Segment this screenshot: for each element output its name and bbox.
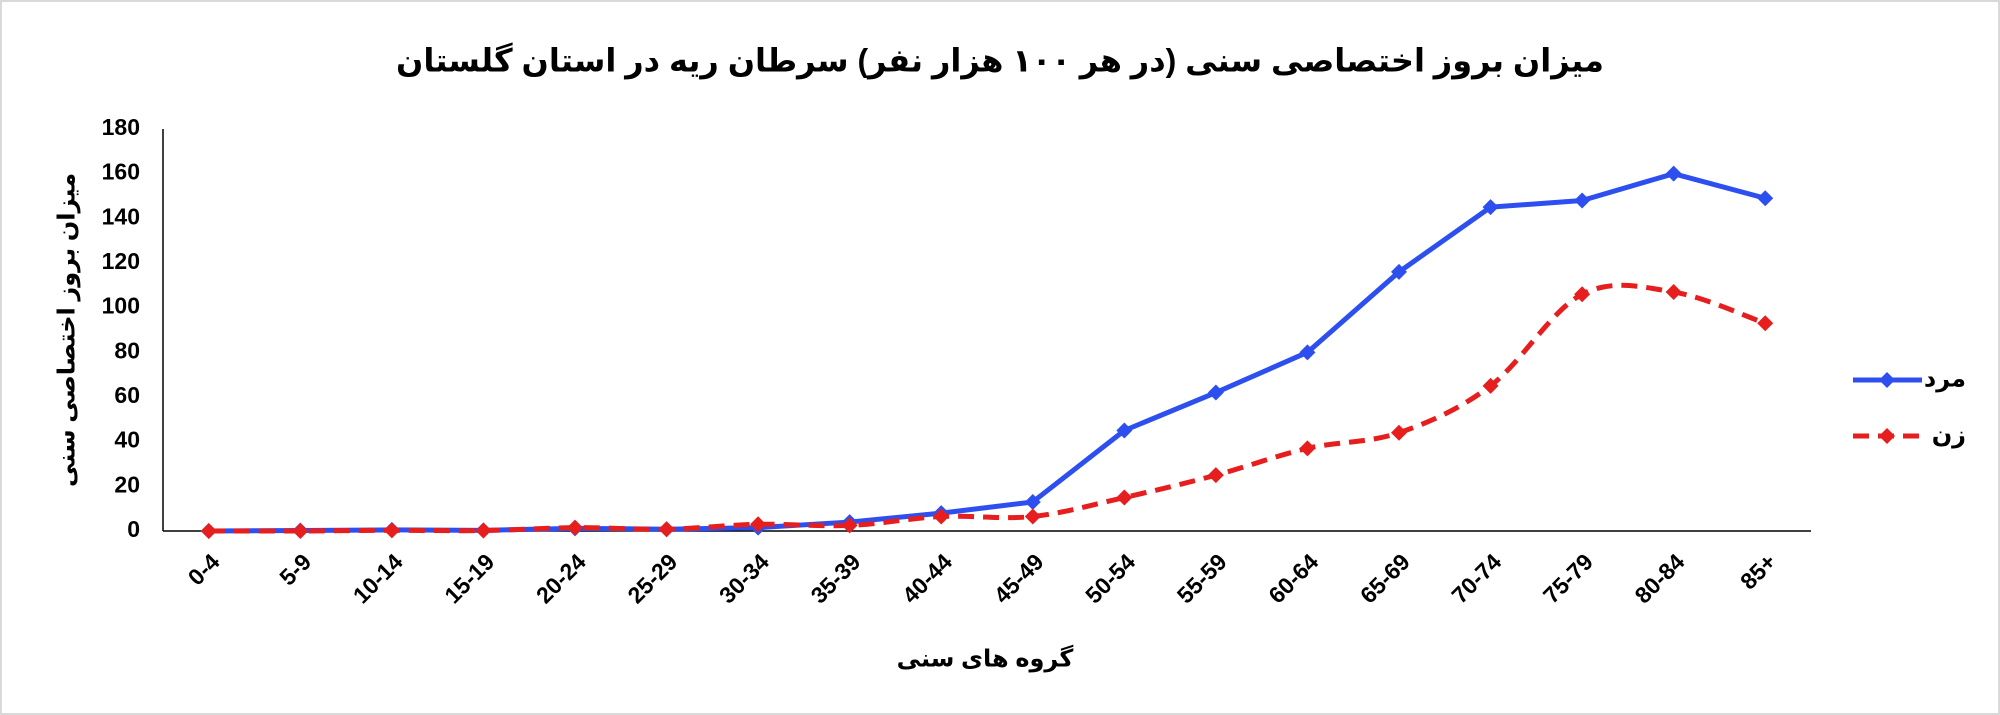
data-marker [292, 523, 309, 539]
y-tick-label: 40 [114, 427, 140, 453]
data-marker [200, 523, 217, 539]
y-tick-label: 180 [102, 114, 140, 140]
data-marker [1116, 422, 1133, 439]
y-tick-label: 160 [102, 159, 140, 185]
data-marker [567, 519, 583, 536]
data-marker [658, 521, 675, 538]
data-marker [1024, 493, 1041, 510]
data-marker [383, 522, 400, 539]
legend-marker [1879, 428, 1895, 444]
y-tick-label: 60 [114, 382, 140, 408]
legend-marker [1879, 372, 1895, 388]
y-tick-label: 120 [102, 248, 140, 274]
data-marker [1757, 190, 1774, 207]
series-line [208, 282, 1767, 534]
data-marker [933, 508, 950, 525]
data-marker [1482, 377, 1499, 394]
data-marker [1391, 263, 1407, 280]
data-marker [1207, 467, 1224, 484]
data-marker [1665, 165, 1682, 182]
data-marker [475, 522, 492, 539]
y-tick-label: 80 [114, 337, 140, 363]
data-marker [1207, 384, 1224, 401]
x-axis-title: گروه های سنی [897, 644, 1074, 672]
y-tick-label: 0 [127, 516, 140, 542]
data-marker [1574, 286, 1591, 303]
data-marker [1116, 489, 1133, 506]
legend-label: زن [1932, 421, 1966, 448]
data-marker [1024, 508, 1041, 525]
data-marker [1574, 192, 1591, 209]
data-marker [1482, 199, 1499, 216]
data-marker [1757, 315, 1774, 332]
data-marker [1665, 284, 1682, 301]
data-marker [750, 516, 767, 533]
y-tick-label: 20 [114, 471, 140, 497]
data-marker [1391, 424, 1407, 441]
y-axis-title: میزان بروز اختصاصی سنی [53, 173, 80, 487]
legend-label: مرد [1924, 365, 1966, 392]
data-marker [1299, 440, 1316, 457]
y-tick-label: 100 [102, 293, 140, 319]
chart-title: میزان بروز اختصاصی سنی (در هر ۱۰۰ هزار ن… [396, 41, 1604, 79]
data-marker [841, 517, 858, 534]
data-marker [1299, 344, 1316, 361]
y-tick-label: 140 [102, 203, 140, 229]
